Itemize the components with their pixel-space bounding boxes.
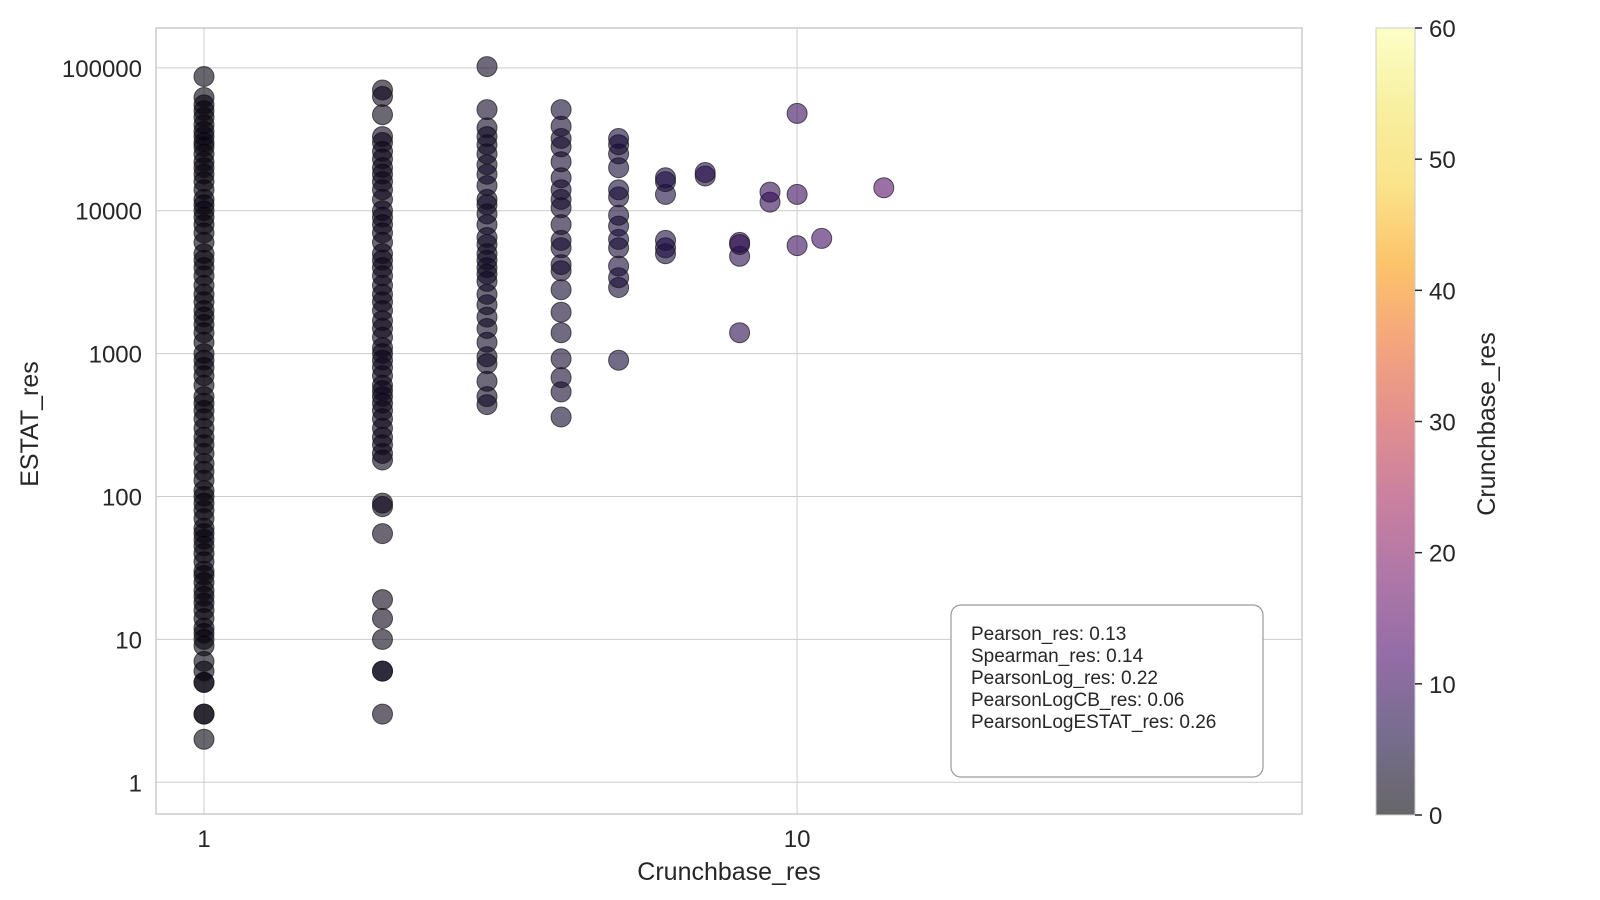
scatter-point — [476, 56, 498, 78]
stats-line-pearson-log-cb: PearsonLogCB_res: 0.06 — [971, 690, 1184, 711]
y-tick-label: 1000 — [89, 342, 142, 369]
y-tick-label: 100000 — [62, 56, 142, 83]
colorbar-tick-label: 60 — [1429, 16, 1456, 43]
colorbar-tick-label: 50 — [1429, 147, 1456, 174]
scatter-point — [550, 322, 572, 344]
scatter-point — [811, 227, 833, 249]
scatter-point — [786, 183, 808, 205]
scatter-points — [193, 56, 895, 750]
x-tick-label: 1 — [197, 826, 210, 853]
scatter-point — [608, 255, 630, 277]
scatter-point — [193, 728, 215, 750]
scatter-point — [729, 231, 751, 253]
scatter-point — [550, 301, 572, 323]
scatter-point — [193, 87, 215, 108]
colorbar-label: Crunchbase_res — [1473, 332, 1501, 515]
colorbar-gradient — [1376, 28, 1415, 815]
scatter-point — [550, 406, 572, 428]
y-tick-label: 100 — [102, 485, 142, 512]
x-axis-label: Crunchbase_res — [637, 858, 820, 886]
scatter-point — [873, 177, 895, 199]
scatter-point — [372, 104, 393, 126]
scatter-point — [550, 348, 572, 370]
colorbar-ticks: 0 10 20 30 40 50 60 — [1415, 16, 1456, 830]
scatter-point — [729, 322, 751, 344]
stats-box-frame — [950, 604, 1264, 778]
scatter-point — [372, 523, 393, 545]
scatter-point — [476, 117, 498, 139]
stats-line-pearson: Pearson_res: 0.13 — [971, 624, 1126, 645]
axis-tick-labels: 1 10 100 1000 10000 100000 1 10 — [62, 56, 811, 853]
stats-line-pearson-log-estat: PearsonLogESTAT_res: 0.26 — [971, 712, 1216, 733]
scatter-point — [372, 660, 393, 682]
y-tick-label: 10000 — [75, 199, 142, 226]
colorbar-tick-label: 40 — [1429, 278, 1456, 305]
scatter-point — [372, 608, 393, 629]
scatter-point — [759, 181, 781, 203]
scatter-point — [372, 492, 393, 514]
colorbar-tick-label: 10 — [1429, 672, 1456, 699]
scatter-point — [608, 179, 630, 201]
scatter-point — [655, 167, 676, 189]
scatter-point — [372, 589, 393, 611]
scatter-point — [786, 235, 808, 257]
scatter-point — [550, 99, 572, 121]
scatter-point — [193, 66, 215, 87]
x-tick-label: 10 — [784, 826, 811, 853]
scatter-point — [786, 102, 808, 124]
y-tick-label: 10 — [115, 627, 142, 654]
stats-box: Pearson_res: 0.13 Spearman_res: 0.14 Pea… — [950, 604, 1264, 778]
scatter-point — [694, 162, 716, 183]
scatter-point — [372, 126, 393, 148]
scatter-point — [608, 204, 630, 226]
stats-line-pearson-log: PearsonLog_res: 0.22 — [971, 668, 1158, 689]
scatter-point — [193, 703, 215, 725]
scatter-point — [550, 279, 572, 301]
scatter-point — [476, 99, 498, 121]
scatter-point — [372, 628, 393, 650]
scatter-point — [476, 370, 498, 392]
scatter-point — [372, 79, 393, 101]
scatter-point — [550, 367, 572, 389]
colorbar: 0 10 20 30 40 50 60 Crunchbase_res — [1375, 16, 1501, 830]
scatter-point — [608, 349, 630, 371]
plot-frame — [155, 27, 1303, 815]
scatter-point — [655, 229, 676, 251]
colorbar-tick-label: 0 — [1429, 803, 1442, 830]
scatter-point — [372, 703, 393, 725]
colorbar-tick-label: 30 — [1429, 410, 1456, 437]
y-axis-label: ESTAT_res — [16, 361, 44, 487]
y-tick-label: 1 — [129, 770, 142, 797]
stats-line-spearman: Spearman_res: 0.14 — [971, 646, 1144, 667]
scatter-point — [608, 128, 630, 149]
colorbar-tick-label: 20 — [1429, 541, 1456, 568]
